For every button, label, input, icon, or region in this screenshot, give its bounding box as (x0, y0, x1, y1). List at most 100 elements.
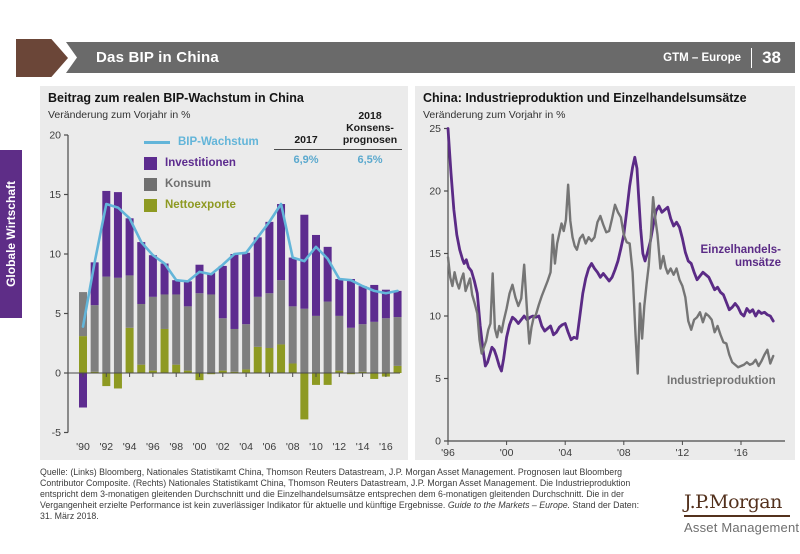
y-tick-label: 20 (49, 130, 61, 142)
bar-segment-investitionen (160, 263, 169, 295)
y-tick-label: 5 (435, 373, 441, 385)
bar-segment-investitionen (137, 242, 146, 304)
legend-swatch (144, 157, 157, 170)
bar-segment-konsum (323, 301, 332, 373)
forecast-value-2017: 6,9% (293, 154, 319, 166)
bar-segment-nettoexporte (183, 370, 192, 373)
header-bar: Das BIP in China GTM – Europe 38 (66, 42, 795, 73)
bar-segment-nettoexporte (90, 371, 99, 373)
bar-segment-nettoexporte (113, 373, 122, 389)
bar-segment-investitionen (148, 255, 157, 297)
legend-label: Konsum (165, 178, 211, 190)
bar-segment-investitionen (381, 289, 390, 319)
bip-growth-line (81, 202, 399, 328)
bar-segment-investitionen (288, 257, 297, 307)
x-tick-label: '12 (332, 441, 346, 453)
forecast-table-rule (274, 149, 402, 150)
bar-segment-nettoexporte (265, 348, 274, 373)
header-right-group: GTM – Europe 38 (663, 47, 781, 68)
x-tick-label: '04 (558, 447, 572, 459)
bar-segment-investitionen (312, 234, 320, 316)
bar-segment-investitionen (393, 290, 402, 318)
bar-segment-nettoexporte (218, 370, 227, 373)
forecast-table: 2017 2018 Konsens- prognosen 6,9% 6,5% (274, 110, 402, 166)
bar-segment-nettoexporte (125, 327, 134, 373)
bar-segment-investitionen (370, 284, 379, 322)
bar-segment-nettoexporte (335, 370, 344, 373)
y-tick-label: 15 (429, 248, 441, 260)
legend-swatch (144, 178, 157, 191)
bar-segment-konsum (346, 327, 355, 373)
bar-segment-nettoexporte (288, 363, 297, 373)
bar-segment-nettoexporte (102, 373, 111, 387)
forecast-header-2017: 2017 (294, 134, 318, 146)
bar-segment-nettoexporte (160, 328, 169, 373)
y-tick-label: 0 (435, 436, 441, 448)
x-tick-label: '96 (441, 447, 455, 459)
legend-item-investitionen: Investitionen (144, 157, 259, 170)
jpmorgan-logo-wordmark: J.P.Morgan (684, 491, 790, 517)
bar-segment-investitionen (230, 254, 239, 329)
bar-segment-konsum (160, 294, 169, 329)
forecast-table-headers: 2017 2018 Konsens- prognosen (274, 110, 402, 146)
x-tick-label: '10 (309, 441, 323, 453)
bar-segment-konsum (137, 303, 146, 365)
bar-segment-konsum (253, 296, 262, 347)
y-tick-label: -5 (52, 427, 61, 439)
bar-segment-investitionen (102, 190, 111, 277)
forecast-value-2018: 6,5% (357, 154, 383, 166)
y-tick-label: 0 (55, 368, 61, 380)
x-tick-label: '94 (123, 441, 137, 453)
bar-segment-konsum (358, 324, 367, 372)
bar-segment-nettoexporte (148, 370, 157, 373)
bar-segment-konsum (265, 293, 274, 349)
bar-segment-investitionen (265, 221, 274, 294)
right-chart-panel: 25 20 15 10 5 0'96 '00 '04 '08 '12 '16 China: Indu… (415, 86, 795, 460)
sidebar-tab-globale-wirtschaft: Globale Wirtschaft (0, 150, 22, 318)
bar-segment-nettoexporte (79, 336, 87, 373)
y-tick-label: 25 (429, 123, 441, 135)
x-tick-label: '92 (99, 441, 113, 453)
bar-segment-nettoexporte (346, 373, 355, 375)
source-text: Quelle: (Links) Bloomberg, Nationales St… (40, 467, 648, 522)
x-tick-label: '90 (76, 441, 90, 453)
bar-segment-nettoexporte (207, 373, 216, 375)
series-line-industrieproduktion (446, 183, 775, 375)
x-tick-label: '16 (379, 441, 393, 453)
y-tick-label: 15 (49, 189, 61, 201)
bar-segment-konsum (335, 315, 344, 371)
bar-segment-konsum (288, 306, 297, 364)
source-text-main: Quelle: (Links) Bloomberg, Nationales St… (40, 467, 631, 510)
bar-segment-investitionen (125, 218, 134, 276)
x-tick-label: '14 (356, 441, 370, 453)
left-chart-panel: 20 15 10 5 0 -5 '90 '92 '94 '96 '98 '00 '02 '04 '06 '08… (40, 86, 408, 460)
bar-segment-investitionen (242, 252, 251, 325)
x-tick-label: '04 (239, 441, 253, 453)
bar-segment-nettoexporte (230, 371, 239, 373)
bar-segment-konsum (90, 305, 99, 372)
legend-swatch (144, 141, 170, 144)
y-tick-label: 10 (429, 311, 441, 323)
bar-segment-investitionen (207, 273, 216, 295)
bar-segment-investitionen (113, 192, 122, 278)
bar-segment-konsum (370, 321, 379, 373)
legend-label: Nettoexporte (165, 199, 236, 211)
bar-segment-konsum (277, 280, 286, 345)
industry-retail-chart: 25 20 15 10 5 0'96 '00 '04 '08 '12 '16 (429, 123, 785, 459)
legend-swatch (144, 199, 157, 212)
bar-segment-nettoexporte (253, 346, 262, 373)
x-tick-label: '16 (734, 447, 748, 459)
bar-segment-investitionen (218, 265, 227, 319)
chart-legend: BIP-Wachstum Investitionen Konsum Nettoexpo… (144, 136, 259, 212)
bar-segment-nettoexporte (172, 364, 181, 373)
bar-segment-nettoexporte (312, 373, 320, 385)
bar-segment-nettoexporte (300, 373, 309, 420)
page-title: Das BIP in China (96, 49, 219, 66)
x-tick-label: '06 (263, 441, 277, 453)
bar-segment-nettoexporte (370, 373, 379, 379)
series-line-einzelhandelsumsätze (446, 127, 775, 373)
bar-segment-investitionen (172, 280, 181, 295)
bar-segment-investitionen (323, 246, 332, 302)
source-text-publication: Guide to the Markets – Europe. (447, 500, 571, 510)
x-tick-label: '12 (676, 447, 690, 459)
